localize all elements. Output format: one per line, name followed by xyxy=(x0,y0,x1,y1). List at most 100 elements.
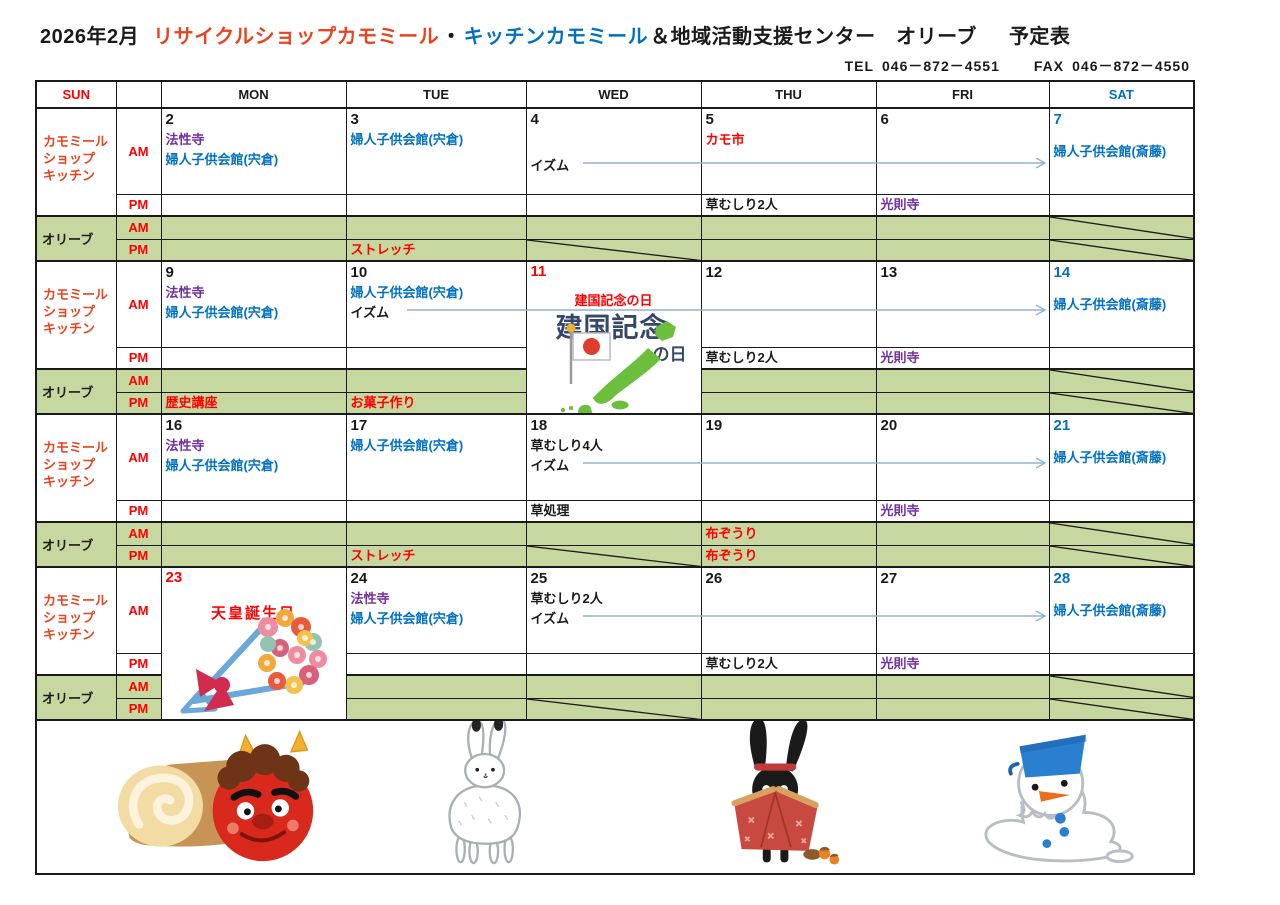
olive-am-cell-18 xyxy=(525,521,702,546)
crossed-out-diagonal xyxy=(1050,217,1194,239)
holiday-label: 建国記念の日 xyxy=(574,293,653,308)
pm-label: PM xyxy=(115,652,162,676)
bouquet-illustration xyxy=(180,609,327,714)
tel-label: TEL xyxy=(844,58,875,74)
day-cell-20: 20 xyxy=(875,413,1050,501)
olive-pm-cell-4 xyxy=(525,238,702,262)
pm-cell-18: 草処理 xyxy=(525,499,702,523)
crossed-out-diagonal xyxy=(1050,546,1194,567)
olive-pm-cell-5 xyxy=(700,238,877,262)
row-label-olive: オリーブ xyxy=(35,674,117,721)
row-label-olive: オリーブ xyxy=(35,368,117,415)
tel-number: 046－872－4551 xyxy=(882,58,1000,74)
crossed-out-diagonal xyxy=(527,546,701,567)
header-sun: SUN xyxy=(35,80,117,109)
title-org-rest: ＆地域活動支援センター オリーブ xyxy=(650,26,977,48)
olive-am-cell-2 xyxy=(160,215,347,240)
week-4-shop-am-row: カモミール ショップ キッチン AM 23 天皇誕生日 24 法性寺 婦人子供会館(宍倉)… xyxy=(35,566,1195,721)
am-label: AM xyxy=(115,566,162,654)
day-cell-5: 5 カモ市 xyxy=(700,107,877,195)
event-item: 婦人子供会館(宍倉) xyxy=(350,438,464,453)
crossed-out-diagonal xyxy=(1050,523,1194,545)
event-item: 布ぞうり xyxy=(705,525,758,541)
event-item: 婦人子供会館(宍倉) xyxy=(165,305,279,320)
pm-label: PM xyxy=(115,391,162,415)
oni-hair xyxy=(217,744,310,792)
olive-pm-cell-13 xyxy=(875,391,1050,415)
olive-pm-cell-26 xyxy=(700,697,877,721)
olive-pm-cell-17: ストレッチ xyxy=(345,544,527,568)
event-item: ストレッチ xyxy=(350,547,416,563)
olive-pm-cell-25 xyxy=(525,697,702,721)
day-number: 6 xyxy=(880,111,889,128)
event-item: 婦人子供会館(斎藤) xyxy=(1053,603,1167,618)
olive-pm-cell-10: お菓子作り xyxy=(345,391,527,415)
header-tue: TUE xyxy=(345,80,527,109)
pm-cell-10 xyxy=(345,346,527,370)
olive-pm-cell-20 xyxy=(875,544,1050,568)
header-fri: FRI xyxy=(875,80,1050,109)
event-item: 草むしり2人 xyxy=(705,196,778,212)
olive-am-cell-25 xyxy=(525,674,702,699)
week-4-shop-pm-row: PM 草むしり2人 光則寺 xyxy=(36,652,1195,676)
week-2-shop-pm-row: PM 草むしり2人 光則寺 xyxy=(36,346,1195,370)
crossed-out-diagonal xyxy=(1050,676,1194,698)
day-cell-27: 27 xyxy=(875,566,1050,654)
pm-label: PM xyxy=(115,499,162,523)
olive-pm-cell-21 xyxy=(1048,544,1195,568)
olive-am-cell-17 xyxy=(345,521,527,546)
crossed-out-diagonal xyxy=(527,699,701,720)
olive-am-cell-10 xyxy=(345,368,527,393)
event-item: お菓子作り xyxy=(350,394,416,410)
olive-am-cell-28 xyxy=(1048,674,1195,699)
am-label: AM xyxy=(115,215,162,240)
snow-rabbit xyxy=(429,722,544,870)
flower-cluster xyxy=(257,609,327,694)
day-number: 20 xyxy=(880,417,898,434)
event-item: 光則寺 xyxy=(880,502,920,518)
olive-am-cell-16 xyxy=(160,521,347,546)
olive-pm-cell-9: 歴史講座 xyxy=(160,391,347,415)
title-month: 2026年2月 xyxy=(40,26,140,48)
olive-pm-cell-19: 布ぞうり xyxy=(700,544,877,568)
event-item: 婦人子供会館(宍倉) xyxy=(350,285,464,300)
pm-label: PM xyxy=(115,697,162,721)
olive-pm-cell-7 xyxy=(1048,238,1195,262)
olive-am-cell-9 xyxy=(160,368,347,393)
pm-cell-6: 光則寺 xyxy=(875,193,1050,217)
event-item: 光則寺 xyxy=(880,349,920,365)
oni-roll-cake-illustration xyxy=(117,729,314,862)
event-item: イズム xyxy=(350,305,390,320)
week-4-olive-am-row: オリーブ AM xyxy=(35,674,1195,721)
crossed-out-diagonal xyxy=(527,240,701,261)
week-3-olive-am-row: オリーブ AM 布ぞうり xyxy=(35,521,1195,568)
pm-cell-2 xyxy=(160,193,347,217)
oni-roll-cake xyxy=(99,722,334,870)
crossed-out-diagonal xyxy=(1050,699,1194,720)
japan-map xyxy=(560,321,676,413)
day-number: 4 xyxy=(530,111,539,128)
event-item: 婦人子供会館(斎藤) xyxy=(1053,144,1167,159)
seasonal-illustrations xyxy=(37,722,1193,873)
pm-cell-27: 光則寺 xyxy=(875,652,1050,676)
event-item: 布ぞうり xyxy=(705,547,758,563)
week-1-shop-pm-row: PM 草むしり2人 光則寺 xyxy=(36,193,1195,217)
day-number: 14 xyxy=(1053,264,1071,281)
snow-rabbit-illustration xyxy=(448,722,521,865)
pm-cell-5: 草むしり2人 xyxy=(700,193,877,217)
week-2-shop-am-row: カモミール ショップ キッチン AM 9 法性寺 婦人子供会館(宍倉) 10 婦人子供会館(宍倉… xyxy=(35,260,1195,415)
day-cell-12: 12 xyxy=(700,260,877,348)
pm-cell-13: 光則寺 xyxy=(875,346,1050,370)
day-number: 24 xyxy=(350,570,368,587)
week-3-shop-pm-row: PM 草処理 光則寺 xyxy=(36,499,1195,523)
day-number: 5 xyxy=(705,111,714,128)
pm-label: PM xyxy=(115,238,162,262)
olive-pm-cell-3: ストレッチ xyxy=(345,238,527,262)
schedule-table: SUN MON TUE WED THU FRI SAT カモミール ショップ キッチン AM 2 法性寺… xyxy=(35,80,1195,875)
weekday-header-row: SUN MON TUE WED THU FRI SAT xyxy=(35,80,1195,109)
am-label: AM xyxy=(115,260,162,348)
schedule-table-area: SUN MON TUE WED THU FRI SAT カモミール ショップ キッチン AM 2 法性寺… xyxy=(35,80,1195,875)
contact-line: TEL 046－872－4551 FAX 046－872－4550 xyxy=(845,56,1190,76)
day-number: 2 xyxy=(165,111,174,128)
row-label-olive: オリーブ xyxy=(35,521,117,568)
